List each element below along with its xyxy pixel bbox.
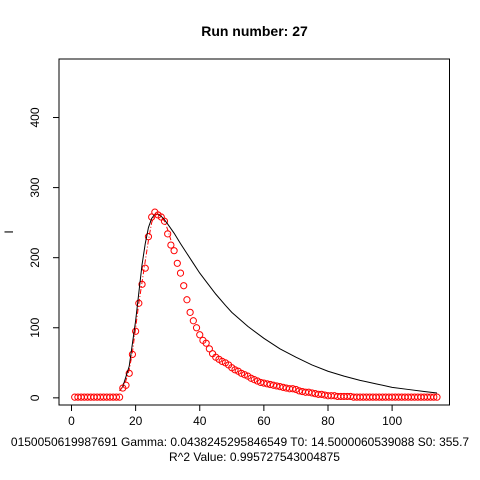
data-point (141, 264, 149, 272)
data-point (173, 259, 181, 267)
data-point (218, 357, 226, 366)
data-point (205, 345, 213, 353)
data-point (241, 371, 249, 379)
data-point (292, 385, 300, 394)
data-point (183, 296, 191, 304)
chart-title: Run number: 27 (201, 23, 308, 39)
x-tick-label: 100 (382, 414, 402, 428)
axes: 0 20 40 60 80 100 0 100 200 300 400 (28, 107, 402, 428)
data-marks (71, 208, 441, 401)
data-point (430, 393, 438, 401)
dash-dot-curve (119, 213, 172, 392)
data-point (253, 377, 262, 385)
r-squared-line: R^2 Value: 0.995727543004875 (169, 450, 340, 464)
y-tick-label: 0 (28, 394, 42, 401)
data-point (247, 374, 255, 382)
y-tick-label: 400 (28, 107, 42, 127)
fitted-curve (119, 213, 438, 394)
data-point (189, 317, 197, 325)
data-point (192, 324, 201, 332)
data-point (237, 369, 246, 377)
data-point (132, 327, 140, 335)
y-tick-label: 300 (28, 177, 42, 197)
data-point (115, 393, 124, 401)
data-point (170, 247, 178, 255)
x-tick-label: 60 (257, 414, 271, 428)
data-point (164, 230, 172, 238)
data-point (433, 393, 441, 401)
x-tick-label: 80 (321, 414, 335, 428)
fit-parameters-line: 0150050619987691 Gamma: 0.04382452958465… (11, 435, 470, 449)
data-point (148, 213, 156, 221)
data-point (167, 241, 175, 249)
plot-border (58, 58, 450, 406)
y-axis-label: I (2, 230, 16, 233)
x-tick-label: 0 (68, 414, 75, 428)
data-point (289, 385, 297, 393)
data-point (186, 308, 194, 316)
data-point (180, 282, 188, 290)
data-point (250, 376, 258, 384)
data-point (202, 339, 210, 347)
data-point (160, 217, 169, 225)
x-tick-label: 40 (193, 414, 207, 428)
data-point (196, 331, 204, 339)
data-point (112, 393, 120, 401)
y-tick-label: 200 (28, 247, 42, 267)
data-point (176, 269, 185, 277)
data-point (231, 366, 239, 374)
x-tick-label: 20 (129, 414, 143, 428)
y-tick-label: 100 (28, 317, 42, 337)
